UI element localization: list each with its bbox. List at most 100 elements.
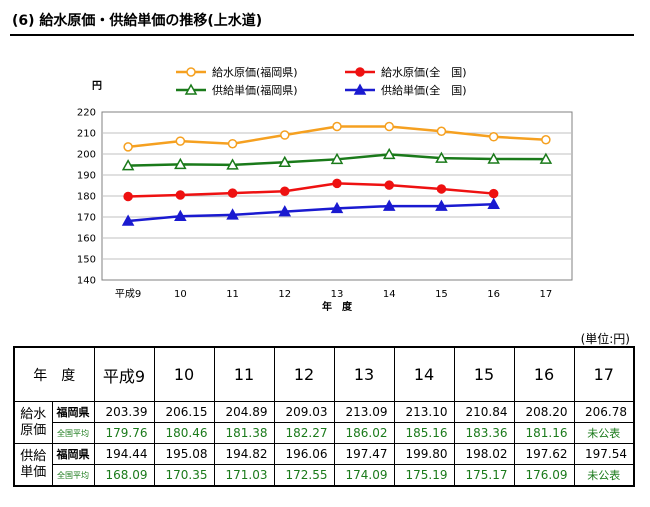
data-point bbox=[487, 152, 500, 164]
data-point bbox=[226, 158, 239, 170]
data-point bbox=[382, 147, 396, 160]
table-cell: 181.16 bbox=[513, 422, 575, 444]
data-point bbox=[121, 214, 135, 226]
table-cell: 170.35 bbox=[153, 464, 215, 487]
x-tick-label: 12 bbox=[278, 289, 291, 300]
x-tick-label: 平成9 bbox=[115, 288, 141, 300]
row-label: 全国平均 bbox=[51, 464, 95, 487]
data-point bbox=[355, 67, 365, 77]
table-cell: 182.27 bbox=[273, 422, 335, 444]
x-tick-label: 13 bbox=[331, 289, 344, 300]
table-cell: 210.84 bbox=[453, 401, 515, 423]
table-cell: 196.06 bbox=[273, 443, 335, 465]
page-title: (6) 給水原価・供給単価の推移(上水道) bbox=[12, 13, 263, 29]
y-tick-label: 170 bbox=[77, 213, 96, 224]
table-cell: 183.36 bbox=[453, 422, 515, 444]
y-tick-label: 220 bbox=[77, 108, 96, 119]
table-cell: 195.08 bbox=[153, 443, 215, 465]
table-cell: 172.55 bbox=[273, 464, 335, 487]
data-point bbox=[186, 67, 196, 77]
year-header-cell: 14 bbox=[393, 346, 455, 402]
data-table: 年 度平成9 10 11 12 13 14 15 16 17 給水 原価 福岡県 203.39 206.1… bbox=[13, 346, 635, 487]
data-point bbox=[184, 83, 198, 95]
data-point bbox=[541, 135, 551, 145]
legend-label: 供給単価(福岡県) bbox=[212, 83, 298, 97]
data-point bbox=[353, 83, 367, 95]
table-cell: 181.38 bbox=[213, 422, 275, 444]
data-point bbox=[488, 188, 499, 199]
table-cell: 未公表 bbox=[573, 422, 635, 444]
table-cell: 179.76 bbox=[93, 422, 155, 444]
data-point bbox=[384, 121, 394, 132]
table-row: 供給 単価 福岡県 194.44 195.08 194.82 196.06 197.47 199… bbox=[13, 443, 635, 487]
data-point bbox=[436, 126, 447, 136]
year-header-cell: 11 bbox=[213, 346, 275, 402]
data-point bbox=[227, 188, 238, 198]
series-line bbox=[128, 182, 494, 198]
y-tick-label: 150 bbox=[77, 255, 96, 266]
y-tick-label: 190 bbox=[77, 171, 96, 182]
data-point bbox=[174, 209, 187, 222]
legend-label: 給水原価(全 国) bbox=[381, 65, 467, 79]
data-point bbox=[123, 142, 133, 152]
data-point bbox=[280, 130, 290, 140]
table-cell: 未公表 bbox=[573, 464, 635, 487]
table-cell: 197.47 bbox=[333, 443, 395, 465]
x-tick-label: 16 bbox=[487, 289, 500, 300]
data-point bbox=[123, 191, 133, 202]
x-tick-label: 15 bbox=[435, 289, 448, 300]
series-line bbox=[127, 202, 494, 223]
y-tick-label: 140 bbox=[77, 276, 96, 287]
data-point bbox=[487, 197, 500, 209]
data-point bbox=[539, 152, 553, 164]
table-cell: 206.78 bbox=[573, 401, 635, 423]
data-point bbox=[278, 155, 292, 168]
table-cell: 198.02 bbox=[453, 443, 515, 465]
table-header-row: 年 度平成9 10 11 12 13 14 15 16 17 bbox=[13, 346, 635, 402]
data-point bbox=[435, 151, 448, 163]
table-cell: 197.54 bbox=[573, 443, 635, 465]
group-label: 供給 単価 bbox=[13, 443, 53, 487]
data-point bbox=[227, 138, 238, 149]
x-tick-label: 14 bbox=[383, 289, 396, 300]
data-point bbox=[175, 136, 186, 146]
table-cell: 208.20 bbox=[513, 401, 575, 423]
legend-label: 給水原価(福岡県) bbox=[212, 65, 298, 79]
table-cell: 176.09 bbox=[513, 464, 575, 487]
table-cell: 186.02 bbox=[333, 422, 395, 444]
x-tick-label: 10 bbox=[174, 289, 187, 300]
table-cell: 194.44 bbox=[93, 443, 155, 465]
plot-area: 140 150 160 170 180 190 200 210 220 平成9 10 11 12 13 14… bbox=[77, 108, 573, 300]
data-point bbox=[174, 157, 187, 170]
legend-label: 供給単価(全 国) bbox=[381, 83, 467, 97]
table-cell: 204.89 bbox=[213, 401, 275, 423]
table-cell: 175.17 bbox=[453, 464, 515, 487]
data-point bbox=[436, 184, 447, 194]
unit-label: (単位:円) bbox=[580, 332, 630, 346]
y-axis-label: 円 bbox=[92, 80, 102, 92]
table-cell: 199.80 bbox=[393, 443, 455, 465]
table-cell: 174.09 bbox=[333, 464, 395, 487]
table-cell: 197.62 bbox=[513, 443, 575, 465]
table-cell: 180.46 bbox=[153, 422, 215, 444]
year-header-cell: 17 bbox=[573, 346, 635, 402]
table-cell: 213.09 bbox=[333, 401, 395, 423]
table-cell: 203.39 bbox=[93, 401, 155, 423]
title-rule bbox=[10, 34, 634, 36]
data-point bbox=[488, 132, 499, 142]
table-cell: 168.09 bbox=[93, 464, 155, 487]
data-point bbox=[330, 152, 344, 165]
table-cell: 209.03 bbox=[273, 401, 335, 423]
row-label: 福岡県 bbox=[51, 401, 95, 423]
line-chart: 140 150 160 170 180 190 200 210 220 平成9 10 11 12 13 14… bbox=[77, 65, 573, 313]
row-label: 福岡県 bbox=[51, 443, 95, 465]
data-point bbox=[332, 121, 342, 132]
data-point bbox=[435, 199, 448, 211]
table-row: 全国平均 168.09 170.35 171.03 172.55 174.09 175.19… bbox=[14, 464, 635, 487]
y-tick-label: 210 bbox=[77, 129, 96, 140]
x-axis-label: 年 度 bbox=[322, 300, 353, 313]
data-point bbox=[121, 159, 135, 171]
legend: 給水原価(福岡県) 給水原価(全 国) 供給単価(福岡県) 供給単価(全 国) bbox=[176, 65, 467, 97]
data-point bbox=[226, 208, 239, 220]
table-cell: 206.15 bbox=[153, 401, 215, 423]
